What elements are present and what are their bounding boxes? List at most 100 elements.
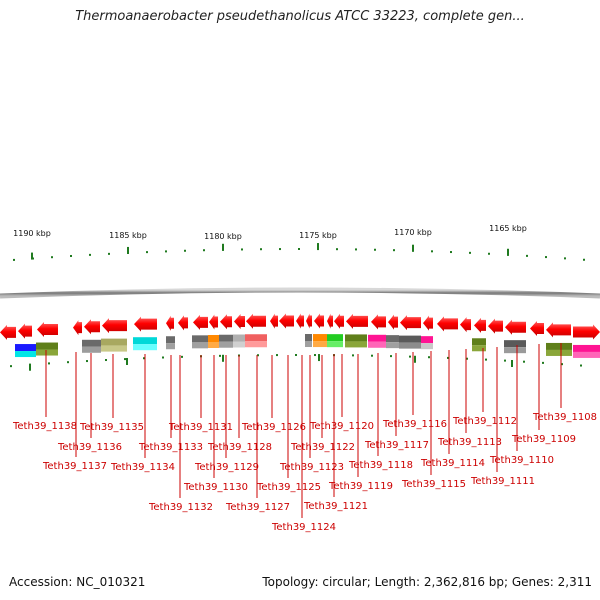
lower-major-tick bbox=[511, 359, 513, 367]
gene-label[interactable]: Teth39_1108 bbox=[532, 412, 597, 423]
lower-minor-tick bbox=[257, 354, 259, 357]
gene-arrow bbox=[327, 313, 333, 329]
lower-minor-tick bbox=[181, 355, 183, 358]
feature-box bbox=[472, 338, 486, 346]
gene-label[interactable]: Teth39_1136 bbox=[57, 442, 122, 453]
minor-tick bbox=[146, 251, 148, 254]
lower-ticks bbox=[10, 354, 582, 371]
gene-label[interactable]: Teth39_1123 bbox=[279, 462, 344, 473]
major-tick bbox=[127, 246, 129, 254]
feature-box bbox=[573, 344, 600, 352]
gene-arrow bbox=[220, 314, 232, 330]
topology-text: Topology: circular; Length: 2,362,816 bp… bbox=[262, 575, 592, 589]
gene-label[interactable]: Teth39_1116 bbox=[382, 419, 447, 430]
lower-major-tick bbox=[414, 355, 416, 363]
lower-minor-tick bbox=[295, 354, 297, 357]
feature-box bbox=[368, 334, 386, 342]
gene-arrow bbox=[209, 314, 218, 330]
feature-box bbox=[327, 341, 343, 348]
gene-arrow bbox=[388, 314, 398, 330]
lower-minor-tick bbox=[523, 360, 525, 363]
gene-label[interactable]: Teth39_1130 bbox=[183, 482, 248, 493]
gene-arrow bbox=[546, 322, 571, 338]
gene-label[interactable]: Teth39_1112 bbox=[452, 416, 517, 427]
lower-major-tick bbox=[222, 354, 224, 362]
gene-arrow bbox=[18, 323, 32, 339]
gene-arrows bbox=[0, 313, 600, 340]
feature-box bbox=[233, 334, 245, 342]
minor-tick bbox=[108, 252, 110, 255]
gene-label[interactable]: Teth39_1135 bbox=[79, 422, 144, 433]
gene-label[interactable]: Teth39_1120 bbox=[309, 421, 374, 432]
gene-label[interactable]: Teth39_1128 bbox=[207, 442, 272, 453]
genome-backbone bbox=[0, 287, 600, 299]
feature-box bbox=[245, 334, 267, 342]
feature-box bbox=[386, 342, 399, 349]
lower-major-tick bbox=[126, 357, 128, 365]
minor-tick bbox=[526, 254, 528, 257]
label-leaders bbox=[45, 343, 562, 518]
gene-label[interactable]: Teth39_1129 bbox=[194, 462, 259, 473]
lower-minor-tick bbox=[409, 355, 411, 358]
lower-minor-tick bbox=[580, 364, 582, 367]
gene-label[interactable]: Teth39_1114 bbox=[420, 458, 485, 469]
scale-label: 1170 kbp bbox=[394, 228, 432, 237]
gene-label[interactable]: Teth39_1125 bbox=[256, 482, 321, 493]
lower-minor-tick bbox=[162, 356, 164, 359]
feature-box bbox=[504, 340, 526, 348]
gene-label[interactable]: Teth39_1132 bbox=[148, 502, 213, 513]
feature-box bbox=[313, 334, 327, 342]
lower-minor-tick bbox=[542, 361, 544, 364]
gene-label[interactable]: Teth39_1109 bbox=[511, 434, 576, 445]
gene-arrow bbox=[0, 324, 16, 340]
gene-label[interactable]: Teth39_1133 bbox=[138, 442, 203, 453]
feature-box bbox=[166, 343, 175, 350]
gene-label[interactable]: Teth39_1121 bbox=[303, 501, 368, 512]
feature-box bbox=[504, 347, 526, 354]
gene-label[interactable]: Teth39_1118 bbox=[348, 460, 413, 471]
gene-label[interactable]: Teth39_1131 bbox=[168, 422, 233, 433]
feature-box bbox=[421, 336, 433, 344]
minor-tick bbox=[545, 256, 547, 259]
scale-label: 1185 kbp bbox=[109, 231, 147, 240]
gene-arrow bbox=[488, 318, 503, 334]
gene-arrow bbox=[37, 322, 58, 338]
minor-tick bbox=[70, 254, 72, 257]
feature-boxes bbox=[15, 334, 600, 358]
minor-tick bbox=[13, 258, 15, 261]
gene-label[interactable]: Teth39_1111 bbox=[470, 476, 535, 487]
gene-label[interactable]: Teth39_1137 bbox=[42, 461, 107, 472]
gene-label[interactable]: Teth39_1110 bbox=[489, 455, 554, 466]
gene-arrow bbox=[314, 313, 324, 329]
gene-label[interactable]: Teth39_1122 bbox=[290, 442, 355, 453]
gene-label[interactable]: Teth39_1126 bbox=[241, 422, 306, 433]
gene-label[interactable]: Teth39_1127 bbox=[225, 502, 290, 513]
gene-label[interactable]: Teth39_1115 bbox=[401, 479, 466, 490]
gene-arrow bbox=[505, 319, 526, 335]
gene-arrow bbox=[178, 315, 188, 331]
gene-arrow bbox=[460, 317, 471, 333]
gene-label[interactable]: Teth39_1138 bbox=[12, 421, 77, 432]
gene-label[interactable]: Teth39_1117 bbox=[364, 440, 429, 451]
gene-label[interactable]: Teth39_1113 bbox=[437, 437, 502, 448]
feature-box bbox=[245, 341, 267, 348]
gene-arrow bbox=[296, 313, 304, 329]
feature-box bbox=[313, 341, 327, 348]
map-title: Thermoanaerobacter pseudethanolicus ATCC… bbox=[75, 9, 525, 24]
lower-major-tick bbox=[318, 354, 320, 362]
minor-tick bbox=[374, 248, 376, 251]
gene-label[interactable]: Teth39_1134 bbox=[110, 462, 175, 473]
feature-box bbox=[472, 345, 486, 352]
gene-arrow bbox=[84, 319, 100, 335]
gene-arrow bbox=[371, 314, 386, 330]
gene-arrow bbox=[573, 324, 600, 340]
minor-tick bbox=[184, 249, 186, 252]
gene-label[interactable]: Teth39_1124 bbox=[271, 522, 336, 533]
gene-label[interactable]: Teth39_1119 bbox=[328, 481, 393, 492]
gene-arrow bbox=[279, 313, 294, 329]
feature-box bbox=[208, 334, 219, 342]
lower-minor-tick bbox=[48, 362, 50, 365]
feature-box bbox=[305, 341, 312, 348]
gene-arrow bbox=[102, 318, 127, 334]
gene-arrow bbox=[400, 315, 421, 331]
